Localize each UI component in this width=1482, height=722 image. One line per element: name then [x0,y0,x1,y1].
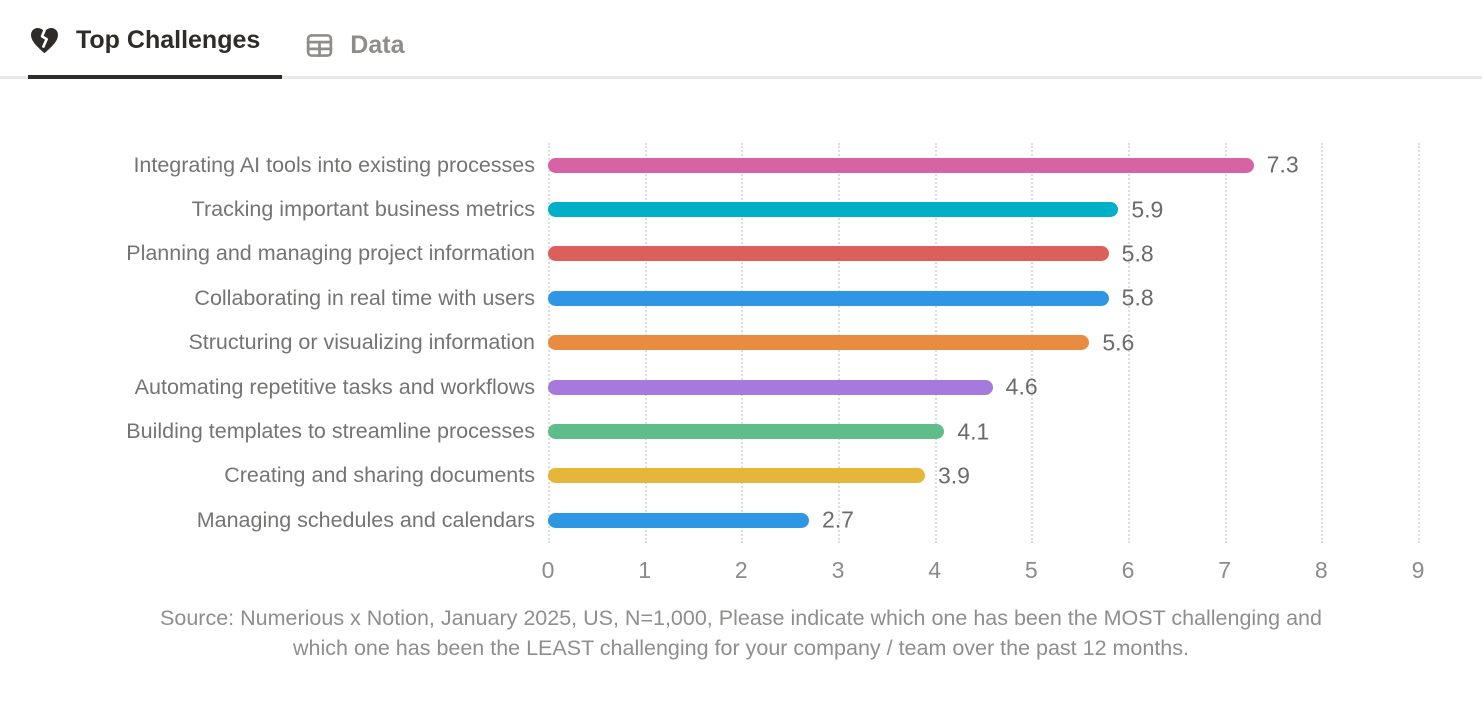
x-tick-label: 3 [831,557,845,583]
bar-chart: Integrating AI tools into existing proce… [0,143,1482,587]
category-label: Creating and sharing documents [224,463,535,488]
value-label: 5.6 [1102,329,1135,356]
source-note: Source: Numerious x Notion, January 2025… [0,603,1482,663]
x-tick-label: 9 [1411,557,1425,583]
gridline [1321,143,1324,543]
chart-row: Tracking important business metrics 5.9 [0,187,1482,231]
category-label: Planning and managing project informatio… [126,241,535,266]
x-tick-label: 2 [734,557,748,583]
bar-track: 7.3 [548,152,1418,178]
category-label: Collaborating in real time with users [194,285,535,310]
value-label: 5.8 [1121,284,1154,311]
x-tick-label: 6 [1121,557,1135,583]
bar [548,157,1254,173]
bar-track: 5.8 [548,240,1418,266]
bar [548,468,925,484]
bar-track: 3.9 [548,462,1418,488]
tab-label: Top Challenges [76,26,261,54]
value-label: 4.1 [957,418,990,445]
category-label: Managing schedules and calendars [196,507,535,532]
x-tick-label: 4 [928,557,942,583]
category-label: Structuring or visualizing information [188,330,535,355]
x-axis: 0 1 2 3 4 5 6 7 8 9 [542,543,1425,587]
source-line-2: which one has been the LEAST challenging… [293,636,1189,660]
chart-row: Structuring or visualizing information 5.… [0,321,1482,365]
value-label: 2.7 [822,506,854,533]
chart-body: Integrating AI tools into existing proce… [0,143,1482,543]
chart-row: Managing schedules and calendars 2.7 [0,498,1482,542]
value-label: 5.9 [1131,196,1164,223]
tab-top-challenges[interactable]: Top Challenges [28,20,283,79]
broken-heart-icon [28,24,61,57]
value-label: 3.9 [937,462,970,489]
bar [548,424,945,440]
gridline [1224,143,1227,543]
chart-row: Automating repetitive tasks and workflow… [0,365,1482,409]
value-label: 5.8 [1121,240,1154,267]
chart-row: Integrating AI tools into existing proce… [0,143,1482,187]
x-tick-label: 0 [541,557,555,583]
category-label: Tracking important business metrics [191,197,535,222]
tab-data[interactable]: Data [304,26,422,79]
chart-row: Building templates to streamline process… [0,409,1482,453]
gridline [1418,143,1420,543]
bar-track: 4.1 [548,418,1418,444]
source-line-1: Source: Numerious x Notion, January 2025… [160,606,1322,630]
x-tick-label: 1 [638,557,652,583]
bar [548,202,1119,218]
x-tick-label: 8 [1314,557,1328,583]
bar-track: 5.9 [548,196,1418,222]
bar-track: 5.6 [548,329,1418,355]
x-tick-label: 5 [1024,557,1038,583]
bar [548,290,1109,306]
bar [548,246,1109,262]
bar [548,512,809,528]
x-tick-label: 7 [1218,557,1232,583]
value-label: 7.3 [1266,151,1299,178]
tab-label: Data [350,31,405,59]
bar-track: 4.6 [548,374,1418,400]
table-icon [304,30,335,61]
gridline [1128,143,1130,543]
value-label: 4.6 [1005,373,1038,400]
chart-row: Creating and sharing documents 3.9 [0,454,1482,498]
chart-row: Planning and managing project informatio… [0,232,1482,276]
category-label: Integrating AI tools into existing proce… [133,152,535,177]
chart-row: Collaborating in real time with users 5.8 [0,276,1482,320]
tab-bar: Top Challenges Data [0,0,1482,79]
bar [548,379,993,395]
bar-track: 5.8 [548,285,1418,311]
category-label: Automating repetitive tasks and workflow… [134,374,535,399]
bar-track: 2.7 [548,507,1418,533]
bar [548,335,1090,351]
category-label: Building templates to streamline process… [126,419,535,444]
